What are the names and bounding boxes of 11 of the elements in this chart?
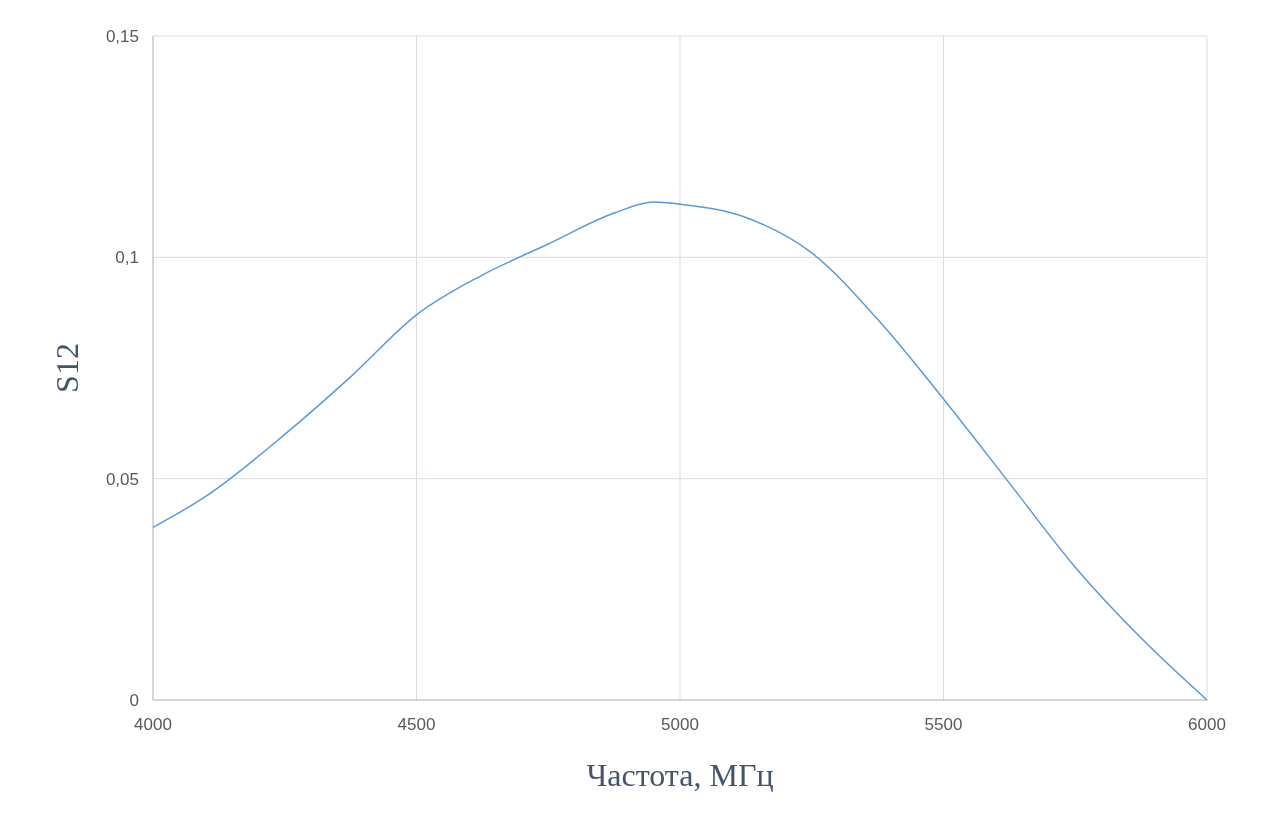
y-tick-label: 0,05 xyxy=(105,469,139,489)
x-tick-label: 4000 xyxy=(134,715,172,734)
x-axis-title: Частота, МГц xyxy=(586,757,774,793)
x-tick-label: 5000 xyxy=(661,715,699,734)
y-axis-title: S12 xyxy=(49,343,85,393)
x-tick-label: 5500 xyxy=(924,715,963,734)
x-tick-label: 4500 xyxy=(397,715,436,734)
y-tick-label: 0,1 xyxy=(115,248,139,268)
x-tick-label: 6000 xyxy=(1188,715,1226,734)
y-tick-label: 0 xyxy=(129,691,139,710)
y-tick-label: 0,15 xyxy=(105,27,139,46)
